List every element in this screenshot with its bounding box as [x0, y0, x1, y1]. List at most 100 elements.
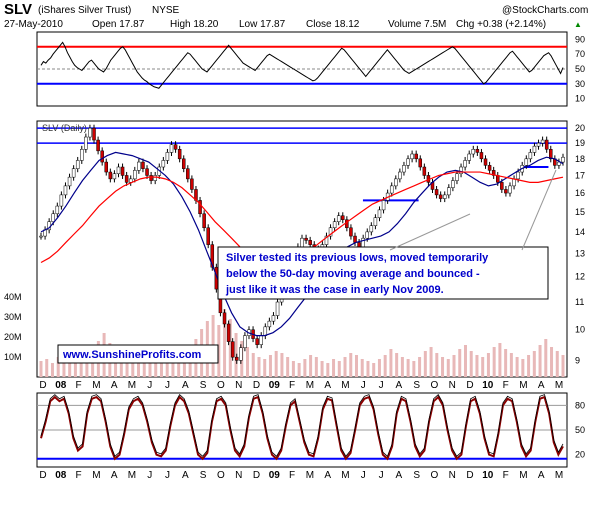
volume-bar — [257, 357, 261, 377]
rsi-tick-label: 10 — [575, 94, 585, 104]
price-candle — [169, 144, 174, 153]
x-tick-label: A — [396, 470, 403, 481]
price-candle — [394, 178, 398, 187]
price-candle — [80, 149, 84, 161]
price-candle — [300, 237, 304, 248]
price-tick-label: 10 — [575, 325, 585, 335]
x-tick-label: N — [235, 380, 242, 391]
symbol-label: SLV — [4, 1, 32, 18]
price-candle — [92, 127, 96, 141]
price-candle — [181, 158, 186, 169]
rsi-tick-label: 90 — [575, 34, 585, 44]
volume-bar — [509, 353, 513, 377]
price-candle — [467, 153, 471, 161]
price-tick-label: 15 — [575, 207, 585, 217]
stochastic-tick-label: 50 — [575, 425, 585, 435]
price-candle — [165, 152, 170, 161]
price-candle — [438, 194, 443, 199]
price-candle — [349, 227, 353, 237]
x-tick-label: M — [519, 380, 527, 391]
price-candle — [112, 173, 117, 180]
price-candle — [88, 127, 92, 138]
volume-bar — [291, 361, 295, 377]
price-candle — [512, 178, 516, 187]
volume-bar — [142, 351, 146, 377]
change-label: Chg +0.38 (+2.14%) — [456, 19, 546, 30]
website-box — [57, 344, 219, 364]
volume-bar — [171, 361, 175, 377]
x-tick-label: O — [431, 380, 439, 391]
x-tick-label: F — [289, 380, 295, 391]
volume-bar — [286, 357, 290, 377]
exchange-label: NYSE — [152, 5, 180, 16]
volume-bar — [39, 361, 43, 377]
price-candle — [116, 166, 121, 174]
price-candle — [210, 244, 215, 268]
volume-bar — [463, 345, 467, 377]
annotation-pointer — [389, 213, 471, 251]
volume-bar — [366, 361, 370, 377]
volume-bar — [73, 355, 77, 377]
price-candle — [271, 315, 276, 322]
x-tick-label: J — [165, 380, 170, 391]
stockcharts-watermark: @StockCharts.com — [502, 5, 588, 16]
price-candle — [557, 161, 561, 166]
price-candle — [516, 171, 520, 180]
x-tick-label: N — [449, 380, 456, 391]
rsi-line — [40, 41, 564, 89]
ma50-line — [40, 151, 564, 337]
x-tick-label: O — [217, 380, 225, 391]
volume-bar — [56, 357, 60, 377]
price-candle — [263, 326, 268, 336]
volume-bar — [332, 359, 336, 377]
x-tick-label: 10 — [482, 380, 494, 391]
x-tick-label: S — [413, 470, 420, 481]
x-tick-label: A — [111, 470, 118, 481]
price-candle — [124, 175, 129, 183]
x-tick-label: D — [466, 380, 473, 391]
price-candle — [500, 182, 504, 190]
volume-bar — [475, 355, 479, 377]
volume-bar — [234, 333, 238, 377]
x-tick-label: 09 — [269, 380, 281, 391]
price-candle — [475, 149, 480, 153]
price-candle — [479, 152, 484, 160]
volume-tick-label: 40M — [4, 292, 22, 302]
price-candle — [483, 158, 488, 166]
price-tick-label: 18 — [575, 154, 585, 164]
price-candle — [528, 152, 533, 160]
price-candle — [186, 168, 190, 180]
price-candle — [202, 213, 206, 229]
website-link[interactable]: www.SunshineProfits.com — [62, 349, 202, 361]
rsi-tick-label: 70 — [575, 49, 585, 59]
x-tick-label: M — [341, 380, 349, 391]
volume-bar — [544, 339, 548, 377]
price-candle — [67, 176, 72, 187]
volume-bar — [45, 359, 49, 377]
price-tick-label: 13 — [575, 248, 585, 258]
x-tick-label: M — [555, 380, 563, 391]
volume-bar — [561, 355, 565, 377]
price-candle — [137, 161, 141, 171]
price-candle — [341, 215, 345, 220]
price-candle — [230, 341, 235, 358]
volume-bar — [274, 351, 278, 377]
x-tick-label: A — [538, 380, 545, 391]
volume-bar — [395, 353, 399, 377]
price-candle — [84, 136, 88, 150]
price-candle — [161, 160, 166, 168]
x-tick-label: F — [503, 470, 509, 481]
price-candle — [398, 171, 402, 180]
x-tick-label: M — [306, 470, 314, 481]
x-tick-label: D — [253, 380, 260, 391]
volume-bar — [280, 353, 284, 377]
volume-label: Volume 7.5M — [388, 19, 446, 30]
price-candle — [235, 356, 239, 361]
x-tick-label: M — [555, 470, 563, 481]
x-tick-label: F — [503, 380, 509, 391]
x-tick-label: 09 — [269, 470, 281, 481]
price-candle — [532, 145, 537, 153]
price-candle — [406, 158, 410, 166]
volume-bar — [182, 353, 186, 377]
price-candle — [549, 149, 553, 160]
